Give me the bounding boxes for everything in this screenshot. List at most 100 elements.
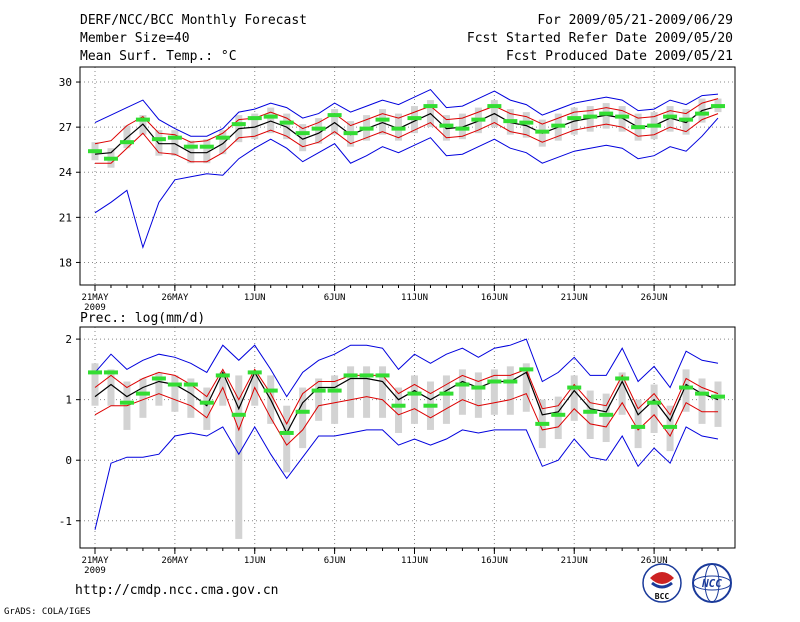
spread-bar [698,378,706,424]
spread-bar [554,396,562,440]
spread-bar [682,369,690,412]
spread-bar [586,390,594,440]
median-marker [599,412,614,417]
median-marker [663,114,678,119]
spread-bar [410,375,418,424]
median-marker [199,144,214,149]
median-marker [423,104,438,109]
spread-bar [442,375,450,424]
max-line [94,338,719,398]
spread-bar [187,140,195,164]
median-marker [279,120,294,125]
spread-bar [187,378,195,418]
spread-bar [203,387,211,430]
median-marker [88,149,102,154]
spread-bar [203,139,211,164]
median-marker [119,140,134,145]
median-marker [135,117,150,122]
median-marker [391,126,406,131]
y-tick-label: 2 [65,333,72,346]
median-marker [183,382,198,387]
median-marker [407,116,422,121]
median-marker [391,403,406,408]
y-tick-label: 1 [65,394,72,407]
spread-bar [666,106,674,132]
median-marker [663,424,678,429]
spread-bar [331,375,339,424]
median-marker [215,373,230,378]
median-marker [647,123,662,128]
x-tick-label: 21MAY [81,556,109,566]
spread-bar [155,372,163,406]
median-marker [535,421,550,426]
spread-bar [219,372,227,406]
spread-bar [379,366,387,418]
median-marker [583,114,598,119]
header-variable: Mean Surf. Temp.: °C [80,49,237,64]
median-marker [647,400,662,405]
spread-bar [347,366,355,418]
median-marker [503,379,518,384]
max-line [94,88,719,137]
median-marker [167,135,182,140]
median-marker [183,144,198,149]
x-tick-label: 21JUN [561,293,588,303]
median-marker [327,388,342,393]
spread-bar [586,106,594,132]
x-tick-label: 26MAY [161,293,189,303]
median-marker [567,116,582,121]
x-tick-label: 26JUN [641,556,668,566]
x-tick-label: 11JUN [401,556,428,566]
median-marker [311,126,326,131]
spread-bar [618,372,626,415]
median-marker [215,135,230,140]
median-marker [695,111,710,116]
median-marker [551,123,566,128]
median-marker [375,373,390,378]
median-marker [359,373,374,378]
median-marker [519,120,534,125]
median-marker [615,114,630,119]
median-marker [471,385,486,390]
footer-credit: GrADS: COLA/IGES [4,607,91,617]
min-line [94,425,719,530]
ncc-logo-latitude [692,575,732,591]
median-marker [551,412,566,417]
median-marker [167,382,182,387]
median-marker [88,370,102,375]
header-member-size: Member Size=40 [80,31,190,46]
x-tick-label: 16JUN [481,293,508,303]
median-marker [151,376,166,381]
median-marker [439,123,454,128]
median-marker [487,379,502,384]
spread-bar [91,363,99,406]
x-tick-label: 16JUN [481,556,508,566]
spread-bar [682,109,690,135]
median-marker [503,119,518,124]
spread-bar [219,130,227,155]
spread-bar [650,384,658,433]
spread-bar [251,113,259,140]
spread-bar [251,372,259,406]
footer-url[interactable]: http://cmdp.ncc.cma.gov.cn [75,583,279,598]
spread-bar [570,375,578,421]
x-year-label: 2009 [84,566,106,576]
x-tick-label: 26MAY [161,556,189,566]
median-marker [103,156,118,161]
median-marker [535,129,550,134]
median-marker [103,370,118,375]
median-marker [231,412,246,417]
inner-high-line [94,368,719,425]
y-tick-label: -1 [59,515,72,528]
y-tick-label: 18 [59,256,72,269]
x-tick-label: 21MAY [81,293,109,303]
ncc-logo-text: NCC [701,577,722,590]
x-year-label: 2009 [84,303,106,313]
spread-bar [602,393,610,443]
spread-bar [458,113,466,140]
plot-frame [79,66,736,286]
median-marker [327,113,342,118]
median-marker [151,137,166,142]
median-marker [471,117,486,122]
